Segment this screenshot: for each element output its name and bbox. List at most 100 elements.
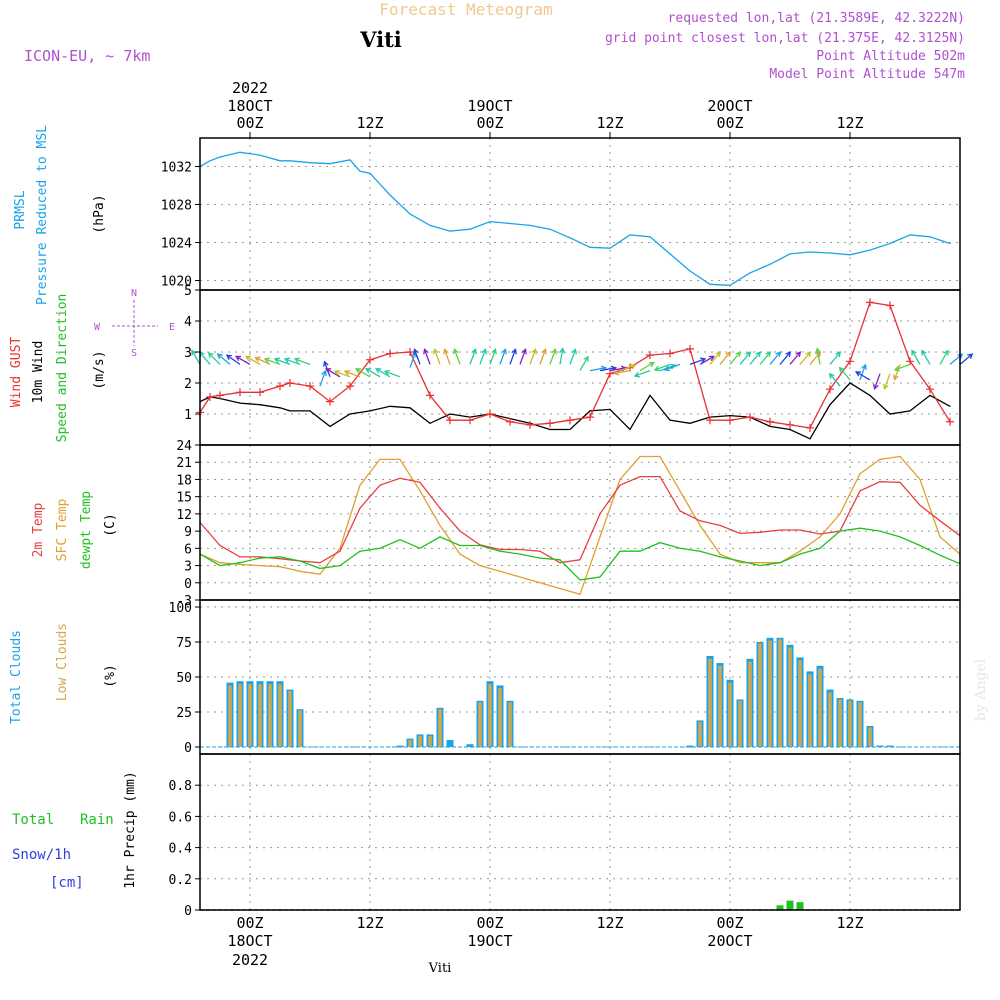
pressure-point (309, 162, 311, 164)
low-cloud-bar (698, 721, 702, 747)
wind-gust-point (276, 382, 284, 391)
sfc-temp-point (719, 553, 721, 555)
top-date-label: 20OCT (707, 97, 752, 115)
sfc-temp-point (939, 536, 941, 538)
wind-direction-arrow (579, 356, 589, 371)
pressure-point (389, 194, 391, 196)
wind-direction-arrow (893, 364, 901, 380)
wind-10m-point (449, 413, 451, 415)
dewpt-temp-point (439, 536, 441, 538)
wind-direction-arrow (939, 350, 949, 365)
wind-arrow-head (453, 348, 459, 355)
y-tick-label: 2 (184, 377, 192, 392)
total-cloud-bar (876, 745, 884, 747)
bottom-time-tick-label: 00Z (716, 914, 743, 932)
bottom-date-label: 18OCT (227, 932, 272, 950)
t2m-temp-line (199, 475, 961, 564)
wind-gust-point (426, 391, 434, 400)
t2m-temp-point (279, 558, 281, 560)
wind-arrow-head (423, 348, 429, 355)
y-tick-label: 1028 (161, 199, 192, 214)
panel-frame (199, 137, 961, 291)
wind-direction-arrow (816, 348, 821, 365)
wind-direction-arrow (294, 358, 311, 366)
wind-gust-point (666, 349, 674, 358)
sfc-temp-point (839, 513, 841, 515)
bottom-time-tick-label: 12Z (596, 914, 623, 932)
compass-s: S (131, 348, 137, 359)
wind-direction-arrow (235, 355, 251, 365)
sfc-temp-point (459, 553, 461, 555)
pressure-point (359, 170, 361, 172)
wind-10m-point (259, 404, 261, 406)
total-cloud-bar (446, 740, 454, 747)
y-tick-label: 24 (176, 439, 192, 454)
pressure-point (469, 228, 471, 230)
low-cloud-bar (768, 640, 772, 747)
wind-arrow-head (663, 365, 671, 372)
y-tick-label: 21 (176, 456, 192, 471)
low-cloud-bar (258, 684, 262, 747)
low-cloud-bar (798, 660, 802, 747)
y-tick-label: 50 (176, 671, 192, 686)
low-cloud-bar (298, 710, 302, 747)
rain-bar (796, 902, 804, 910)
wind-direction-arrow (829, 351, 841, 365)
dewpt-temp-point (239, 562, 241, 564)
y-tick-label: 25 (176, 706, 192, 721)
wind-direction-arrow (921, 350, 931, 365)
wind-direction-arrow (334, 370, 351, 378)
wind-gust-point (286, 379, 294, 387)
temp-dewpt-label: dewpt Temp (79, 491, 94, 569)
wind-arrow-head (583, 355, 589, 362)
wind-10m-point (889, 413, 891, 415)
wind-direction-arrow (325, 368, 341, 378)
wind-direction-arrow (709, 351, 721, 365)
wind-direction-arrow (894, 363, 911, 371)
pressure-label-2: Pressure Reduced to MSL (35, 125, 50, 305)
credit-label: by Angel (973, 658, 989, 721)
t2m-temp-point (359, 507, 361, 509)
t2m-temp-point (519, 548, 521, 551)
wind-10m-point (729, 414, 731, 417)
wind-10m-point (279, 407, 281, 409)
bottom-date-label: 19OCT (467, 932, 512, 950)
sfc-temp-point (499, 570, 501, 572)
dewpt-temp-point (479, 544, 481, 547)
wind-10m-point (789, 428, 791, 431)
sfc-temp-point (359, 484, 361, 486)
wind-arrow-head (216, 353, 223, 360)
dewpt-temp-point (519, 553, 521, 555)
pressure-unit: (hPa) (92, 194, 107, 233)
dewpt-temp-point (319, 567, 321, 570)
wind-10m-point (349, 413, 351, 415)
low-cloud-bar (488, 684, 492, 747)
wind-direction-arrow (855, 371, 871, 381)
temp-2m-label: 2m Temp (31, 502, 46, 557)
sfc-temp-point (599, 536, 601, 538)
sfc-temp-point (379, 458, 381, 460)
bottom-time-tick-label: 00Z (236, 914, 263, 932)
wind-10m-point (649, 394, 651, 396)
wind-direction-arrow (609, 367, 626, 372)
wind-10m-point (689, 422, 691, 424)
pressure-label-1: PRMSL (13, 190, 28, 229)
gridpoint-coords: grid point closest lon,lat (21.375E, 42.… (605, 31, 965, 46)
wind-direction-arrow (859, 364, 867, 381)
wind-gust-point (586, 413, 594, 422)
y-tick-label: -3 (176, 594, 192, 609)
wind-arrow-head (521, 348, 527, 355)
low-cloud-bar (418, 735, 422, 747)
compass-e: E (169, 322, 175, 333)
low-cloud-bar (818, 668, 822, 747)
t2m-temp-point (539, 550, 541, 552)
wind-unit: (m/s) (92, 350, 107, 389)
y-tick-label: 1 (184, 408, 192, 423)
wind-10m-point (239, 402, 241, 404)
y-tick-label: 0 (184, 741, 192, 756)
wind-arrow-head (481, 348, 487, 355)
pressure-point (509, 222, 511, 225)
wind-gust-point (686, 344, 694, 353)
top-time-tick-label: 00Z (716, 114, 743, 132)
wind-arrow-head (571, 348, 577, 355)
